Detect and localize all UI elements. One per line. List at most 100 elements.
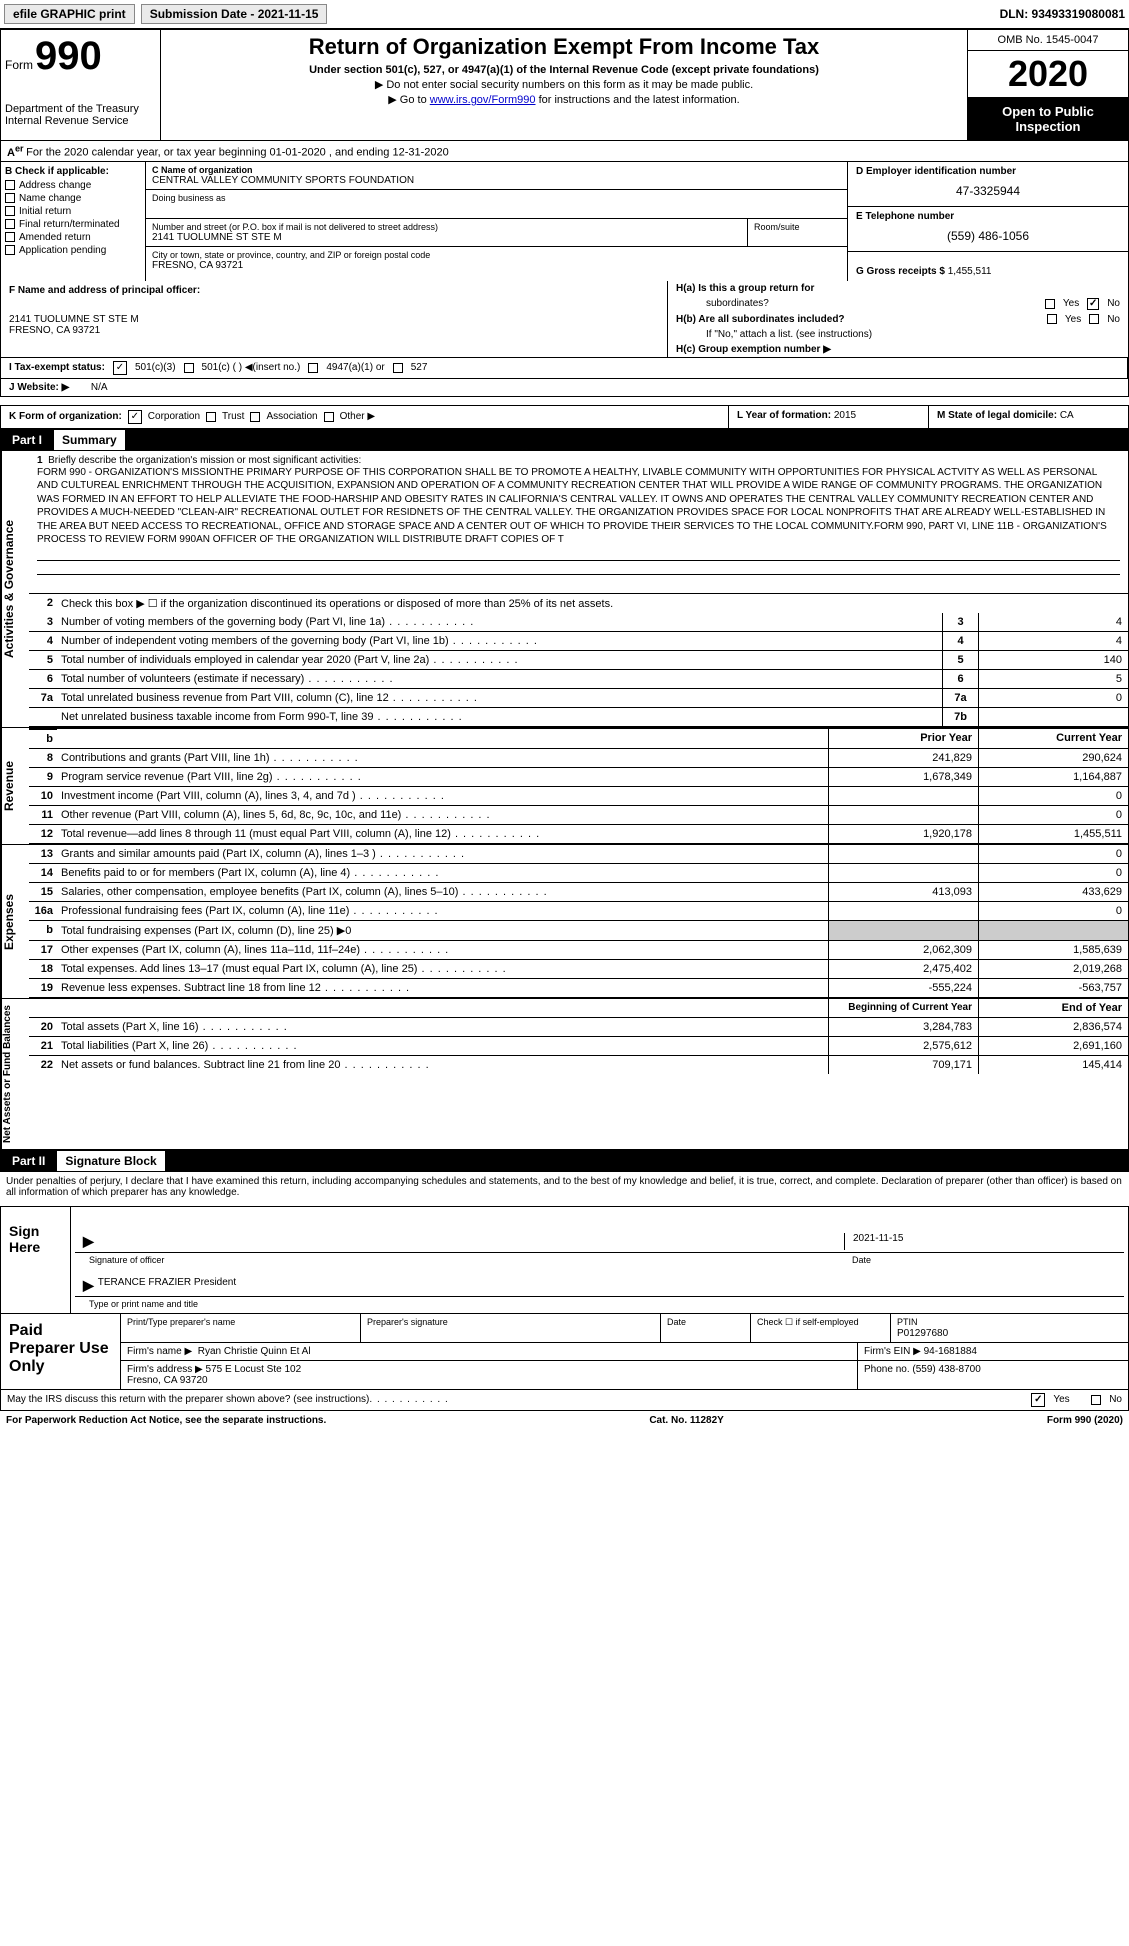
state-domicile: CA — [1060, 410, 1074, 421]
officer-name: TERANCE FRAZIER President — [98, 1277, 1124, 1294]
summary-line: 5Total number of individuals employed in… — [29, 651, 1128, 670]
summary-line: 18Total expenses. Add lines 13–17 (must … — [29, 960, 1128, 979]
side-revenue: Revenue — [1, 728, 29, 844]
open-inspection: Open to Public Inspection — [968, 98, 1128, 140]
perjury-statement: Under penalties of perjury, I declare th… — [0, 1172, 1129, 1202]
chk-other[interactable] — [324, 412, 334, 422]
section-fh: F Name and address of principal officer:… — [0, 281, 1129, 358]
entity-section: B Check if applicable: Address change Na… — [0, 162, 1129, 281]
section-c: C Name of organization CENTRAL VALLEY CO… — [146, 162, 848, 281]
form-header-right: OMB No. 1545-0047 2020 Open to Public In… — [968, 30, 1128, 140]
irs-link[interactable]: www.irs.gov/Form990 — [430, 94, 536, 106]
omb-number: OMB No. 1545-0047 — [968, 30, 1128, 51]
chk-501c[interactable] — [184, 363, 194, 373]
hb-yes[interactable] — [1047, 314, 1057, 324]
chk-527[interactable] — [393, 363, 403, 373]
gross-receipts: 1,455,511 — [948, 266, 992, 277]
form-prefix: Form — [5, 58, 33, 72]
summary-line: 12Total revenue—add lines 8 through 11 (… — [29, 825, 1128, 844]
row-j: J Website: ▶ N/A — [0, 379, 1129, 397]
form-subtitle: Under section 501(c), 527, or 4947(a)(1)… — [173, 64, 955, 76]
summary-line: 11Other revenue (Part VIII, column (A), … — [29, 806, 1128, 825]
form-header: Form 990 Department of the Treasury Inte… — [0, 29, 1129, 141]
paid-preparer-block: Paid Preparer Use Only Print/Type prepar… — [0, 1314, 1129, 1390]
summary-line: 6Total number of volunteers (estimate if… — [29, 670, 1128, 689]
caret-icon: ▶ — [83, 1233, 94, 1250]
firm-ein: 94-1681884 — [924, 1346, 977, 1357]
chk-corp[interactable]: ✓ — [128, 410, 142, 424]
ptin: P01297680 — [897, 1328, 948, 1339]
sign-date: 2021-11-15 — [844, 1233, 1124, 1250]
summary-line: 22Net assets or fund balances. Subtract … — [29, 1056, 1128, 1074]
summary-line: 17Other expenses (Part IX, column (A), l… — [29, 941, 1128, 960]
street-address: 2141 TUOLUMNE ST STE M — [152, 232, 741, 243]
chk-4947[interactable] — [308, 363, 318, 373]
summary-line: 4Number of independent voting members of… — [29, 632, 1128, 651]
discuss-yes[interactable]: ✓ — [1031, 1393, 1045, 1407]
chk-501c3[interactable]: ✓ — [113, 361, 127, 375]
page-footer: For Paperwork Reduction Act Notice, see … — [0, 1411, 1129, 1430]
submission-date-button[interactable]: Submission Date - 2021-11-15 — [141, 4, 328, 24]
city-state-zip: FRESNO, CA 93721 — [152, 260, 430, 271]
discuss-row: May the IRS discuss this return with the… — [0, 1390, 1129, 1411]
discuss-no[interactable] — [1091, 1395, 1101, 1405]
part-i-body: Activities & Governance 1 Briefly descri… — [0, 451, 1129, 728]
part-ii-header: Part II Signature Block — [0, 1150, 1129, 1172]
chk-assoc[interactable] — [250, 412, 260, 422]
summary-line: Net unrelated business taxable income fr… — [29, 708, 1128, 727]
chk-final-return[interactable]: Final return/terminated — [5, 219, 141, 230]
summary-line: 15Salaries, other compensation, employee… — [29, 883, 1128, 902]
telephone: (559) 486-1056 — [856, 225, 1120, 247]
ein: 47-3325944 — [856, 180, 1120, 202]
side-net-assets: Net Assets or Fund Balances — [1, 999, 29, 1149]
mission-text: FORM 990 - ORGANIZATION'S MISSIONTHE PRI… — [37, 466, 1120, 547]
chk-amended[interactable]: Amended return — [5, 232, 141, 243]
year-formed: 2015 — [834, 410, 856, 421]
chk-initial-return[interactable]: Initial return — [5, 206, 141, 217]
sign-here-block: Sign Here ▶ 2021-11-15 Signature of offi… — [0, 1206, 1129, 1314]
chk-name-change[interactable]: Name change — [5, 193, 141, 204]
efile-print-button[interactable]: efile GRAPHIC print — [4, 4, 135, 24]
dept-treasury: Department of the Treasury Internal Reve… — [5, 103, 156, 127]
summary-line: 20Total assets (Part X, line 16)3,284,78… — [29, 1018, 1128, 1037]
tax-year-row: Aer For the 2020 calendar year, or tax y… — [0, 141, 1129, 162]
chk-trust[interactable] — [206, 412, 216, 422]
hb-no[interactable] — [1089, 314, 1099, 324]
form-title: Return of Organization Exempt From Incom… — [173, 34, 955, 60]
instr-goto: ▶ Go to www.irs.gov/Form990 for instruct… — [173, 93, 955, 106]
summary-line: 3Number of voting members of the governi… — [29, 613, 1128, 632]
summary-line: bTotal fundraising expenses (Part IX, co… — [29, 921, 1128, 941]
summary-line: 21Total liabilities (Part X, line 26)2,5… — [29, 1037, 1128, 1056]
caret-icon: ▶ — [83, 1277, 94, 1294]
chk-application-pending[interactable]: Application pending — [5, 245, 141, 256]
section-h: H(a) Is this a group return for subordin… — [668, 281, 1128, 357]
firm-name: Ryan Christie Quinn Et Al — [198, 1346, 311, 1357]
summary-line: 14Benefits paid to or for members (Part … — [29, 864, 1128, 883]
ha-no[interactable]: ✓ — [1087, 298, 1099, 310]
form-number: 990 — [35, 34, 102, 79]
summary-line: 16aProfessional fundraising fees (Part I… — [29, 902, 1128, 921]
section-b: B Check if applicable: Address change Na… — [1, 162, 146, 281]
line-1-mission: 1 Briefly describe the organization's mi… — [29, 451, 1128, 594]
row-i: I Tax-exempt status: ✓501(c)(3) 501(c) (… — [0, 358, 1129, 379]
side-expenses: Expenses — [1, 845, 29, 998]
part-i-header: Part I Summary — [0, 429, 1129, 451]
instr-ssn: ▶ Do not enter social security numbers o… — [173, 78, 955, 91]
website: N/A — [91, 382, 108, 393]
section-d: D Employer identification number 47-3325… — [848, 162, 1128, 281]
org-name: CENTRAL VALLEY COMMUNITY SPORTS FOUNDATI… — [152, 175, 841, 186]
form-header-center: Return of Organization Exempt From Incom… — [161, 30, 968, 140]
summary-line: 8Contributions and grants (Part VIII, li… — [29, 749, 1128, 768]
topbar: efile GRAPHIC print Submission Date - 20… — [0, 0, 1129, 29]
summary-line: 7aTotal unrelated business revenue from … — [29, 689, 1128, 708]
firm-phone: (559) 438-8700 — [912, 1364, 980, 1375]
section-f: F Name and address of principal officer:… — [1, 281, 668, 357]
form-header-left: Form 990 Department of the Treasury Inte… — [1, 30, 161, 140]
tax-year: 2020 — [968, 51, 1128, 98]
ha-yes[interactable] — [1045, 299, 1055, 309]
summary-line: 9Program service revenue (Part VIII, lin… — [29, 768, 1128, 787]
summary-line: 13Grants and similar amounts paid (Part … — [29, 845, 1128, 864]
chk-address-change[interactable]: Address change — [5, 180, 141, 191]
row-klm: K Form of organization: ✓Corporation Tru… — [0, 405, 1129, 429]
dln-label: DLN: 93493319080081 — [1000, 7, 1125, 21]
